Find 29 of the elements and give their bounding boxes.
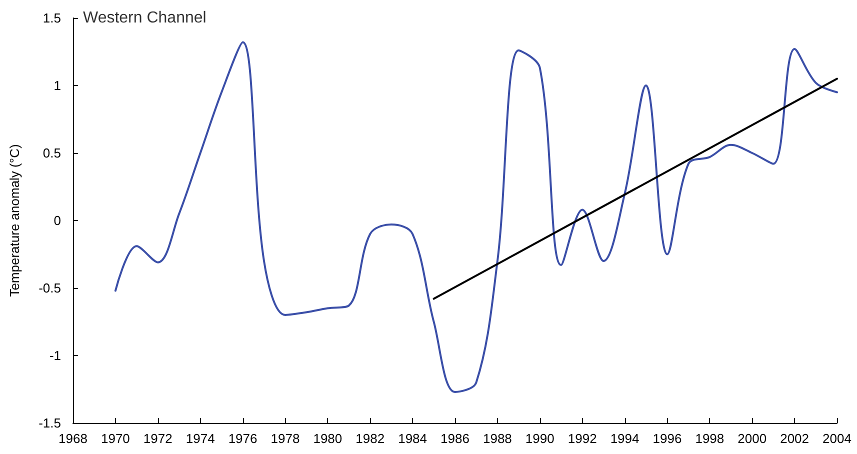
x-tick-label: 1996 bbox=[652, 431, 682, 446]
x-tick-label: 1972 bbox=[143, 431, 172, 446]
y-tick-label: 1.5 bbox=[42, 10, 61, 26]
x-tick-label: 1984 bbox=[398, 431, 428, 446]
x-tick-label: 1988 bbox=[482, 431, 512, 446]
x-tick-label: 1970 bbox=[100, 431, 130, 446]
x-tick-label: 1974 bbox=[186, 431, 215, 446]
line-series bbox=[114, 41, 838, 393]
y-tick-label: -1 bbox=[49, 348, 61, 363]
x-tick-label: 1980 bbox=[313, 431, 342, 446]
y-tick-label: 0.5 bbox=[42, 146, 61, 160]
y-tick-label: -1.5 bbox=[38, 416, 61, 430]
x-tick-label: 1982 bbox=[356, 431, 385, 446]
x-tick-label: 1978 bbox=[270, 431, 300, 446]
annotation: Western Channel bbox=[83, 10, 206, 26]
x-tick-label: 2000 bbox=[738, 431, 767, 446]
y-tick-label: -0.5 bbox=[38, 280, 61, 296]
y-tick-label: 1 bbox=[54, 78, 61, 93]
x-tick-label: 1990 bbox=[525, 431, 554, 446]
y-axis-title: Temperature anomaly (°C) bbox=[7, 144, 22, 297]
x-tick-label: 1994 bbox=[610, 431, 640, 446]
x-tick-label: 2002 bbox=[780, 431, 810, 446]
x-tick-label: 1998 bbox=[695, 431, 724, 446]
y-tick-label: 0 bbox=[54, 213, 61, 228]
x-tick-label: 1968 bbox=[58, 431, 88, 446]
x-tick-label: 1976 bbox=[228, 431, 258, 446]
x-tick-label: 2004 bbox=[822, 431, 852, 446]
x-tick-label: 1992 bbox=[568, 431, 597, 446]
x-tick-label: 1986 bbox=[440, 431, 470, 446]
